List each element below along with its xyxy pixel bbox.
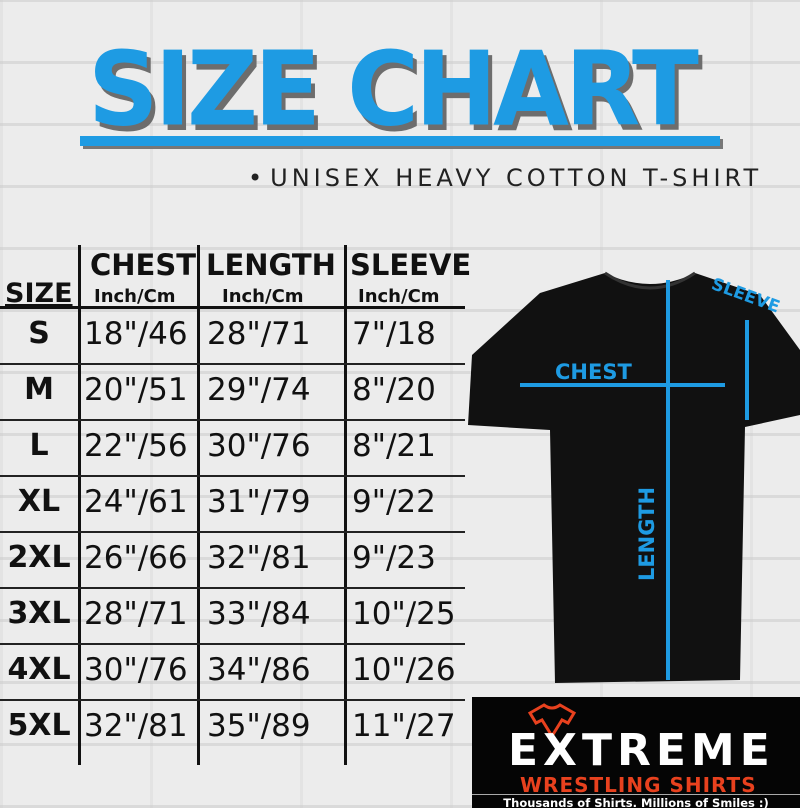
size-cell: 3XL bbox=[7, 596, 71, 631]
sleeve-cell: 7"/18 bbox=[352, 316, 436, 352]
logo-main-text: EXTREME bbox=[508, 725, 775, 776]
length-header: LENGTH bbox=[206, 248, 336, 282]
chest-header: CHEST bbox=[90, 248, 197, 282]
sleeve-cell: 8"/21 bbox=[352, 428, 436, 464]
row-divider bbox=[0, 363, 465, 365]
logo-tagline: Thousands of Shirts. Millions of Smiles … bbox=[472, 794, 800, 808]
chest-cell: 26"/66 bbox=[84, 540, 188, 576]
size-cell: 5XL bbox=[7, 708, 71, 743]
size-header: SIZE bbox=[5, 278, 73, 309]
row-divider bbox=[0, 531, 465, 533]
chest-cell: 22"/56 bbox=[84, 428, 188, 464]
page-title: SIZE CHART bbox=[88, 30, 699, 150]
length-unit: Inch/Cm bbox=[222, 286, 304, 307]
subtitle: UNISEX HEAVY COTTON T-SHIRT bbox=[248, 164, 762, 192]
row-divider bbox=[0, 587, 465, 589]
column-divider bbox=[344, 245, 347, 765]
sleeve-cell: 9"/23 bbox=[352, 540, 436, 576]
length-label: LENGTH bbox=[635, 486, 660, 582]
tshirt-diagram bbox=[468, 271, 800, 683]
size-cell: S bbox=[28, 316, 50, 351]
sleeve-unit: Inch/Cm bbox=[358, 286, 440, 307]
header-divider bbox=[0, 306, 465, 309]
length-cell: 28"/71 bbox=[207, 316, 311, 352]
sleeve-cell: 9"/22 bbox=[352, 484, 436, 520]
row-divider bbox=[0, 419, 465, 421]
chest-cell: 20"/51 bbox=[84, 372, 188, 408]
chest-label: CHEST bbox=[555, 360, 632, 384]
size-cell: XL bbox=[17, 484, 61, 519]
length-cell: 29"/74 bbox=[207, 372, 311, 408]
sleeve-header: SLEEVE bbox=[350, 248, 472, 282]
logo-sub-text: WRESTLING SHIRTS bbox=[520, 773, 757, 797]
length-cell: 33"/84 bbox=[207, 596, 311, 632]
row-divider bbox=[0, 699, 465, 701]
chest-unit: Inch/Cm bbox=[94, 286, 176, 307]
size-cell: M bbox=[24, 372, 54, 407]
length-cell: 31"/79 bbox=[207, 484, 311, 520]
sleeve-cell: 10"/26 bbox=[352, 652, 456, 688]
row-divider bbox=[0, 475, 465, 477]
size-cell: L bbox=[29, 428, 49, 463]
sleeve-cell: 8"/20 bbox=[352, 372, 436, 408]
sleeve-cell: 11"/27 bbox=[352, 708, 456, 744]
length-cell: 30"/76 bbox=[207, 428, 311, 464]
chest-cell: 32"/81 bbox=[84, 708, 188, 744]
sleeve-cell: 10"/25 bbox=[352, 596, 456, 632]
chest-cell: 18"/46 bbox=[84, 316, 188, 352]
size-cell: 4XL bbox=[7, 652, 71, 687]
brand-logo: EXTREME WRESTLING SHIRTS Thousands of Sh… bbox=[472, 697, 800, 808]
row-divider bbox=[0, 643, 465, 645]
chest-cell: 30"/76 bbox=[84, 652, 188, 688]
length-cell: 34"/86 bbox=[207, 652, 311, 688]
chest-cell: 28"/71 bbox=[84, 596, 188, 632]
length-cell: 35"/89 bbox=[207, 708, 311, 744]
column-divider bbox=[78, 245, 81, 765]
shirt-logo-icon bbox=[527, 703, 577, 738]
chest-cell: 24"/61 bbox=[84, 484, 188, 520]
length-cell: 32"/81 bbox=[207, 540, 311, 576]
title-underline bbox=[80, 136, 720, 146]
size-cell: 2XL bbox=[7, 540, 71, 575]
column-divider bbox=[197, 245, 200, 765]
tshirt-shape bbox=[468, 273, 800, 683]
